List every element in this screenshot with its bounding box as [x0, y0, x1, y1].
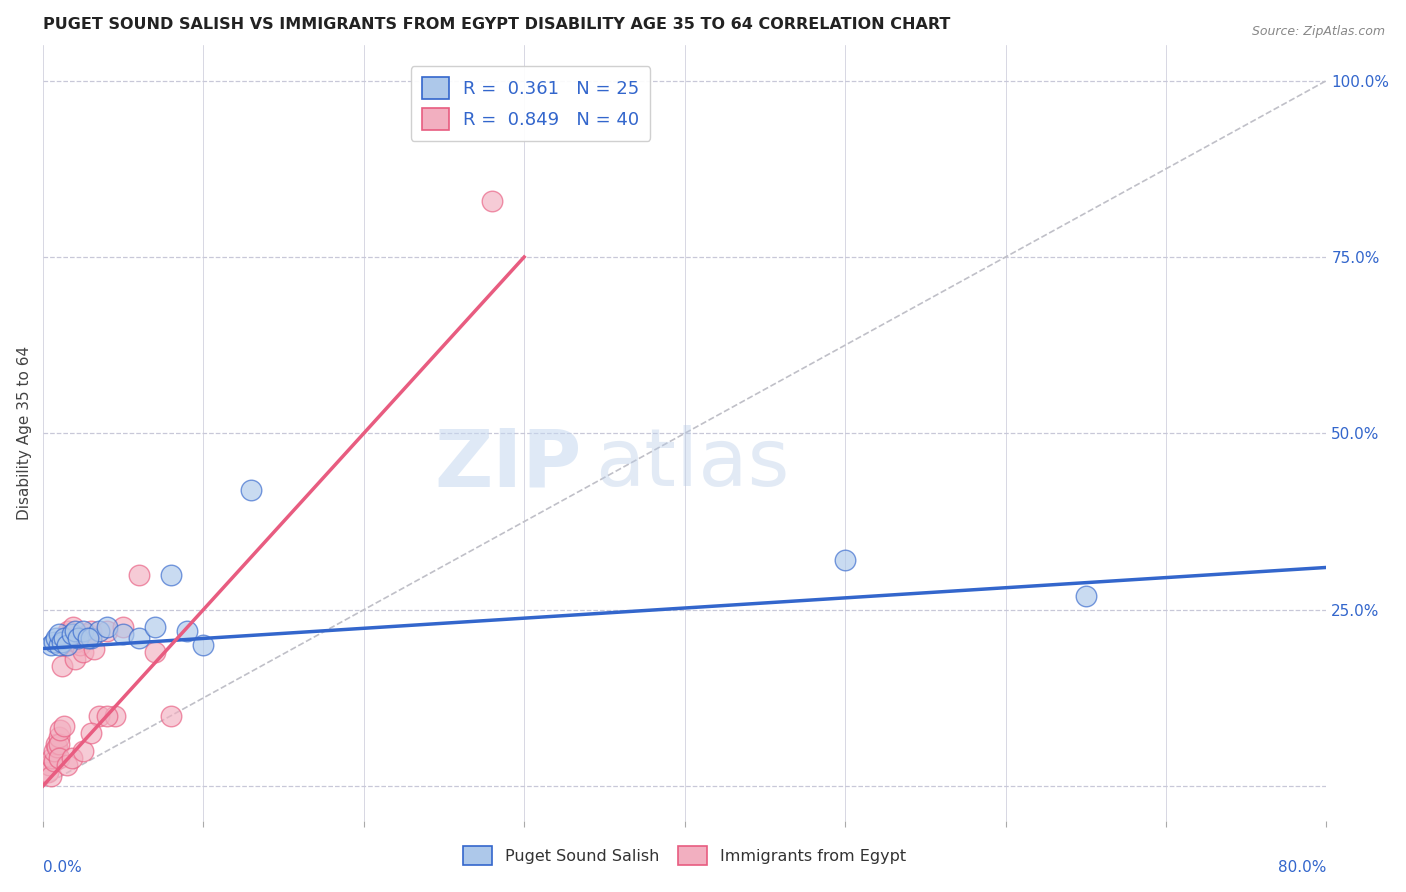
Point — [128, 631, 150, 645]
Point — [72, 645, 94, 659]
Point — [76, 631, 98, 645]
Point — [48, 730, 70, 744]
Point — [193, 638, 215, 652]
Point — [160, 567, 183, 582]
Point — [143, 645, 166, 659]
Text: 0.0%: 0.0% — [42, 860, 82, 875]
Point — [87, 708, 110, 723]
Point — [76, 627, 98, 641]
Point — [111, 627, 134, 641]
Point — [46, 740, 69, 755]
Legend: Puget Sound Salish, Immigrants from Egypt: Puget Sound Salish, Immigrants from Egyp… — [457, 839, 912, 871]
Point — [481, 194, 503, 208]
Point — [48, 627, 70, 641]
Point — [96, 620, 118, 634]
Point — [87, 624, 110, 638]
Point — [104, 708, 127, 723]
Point — [45, 631, 67, 645]
Point — [39, 768, 62, 782]
Point — [72, 624, 94, 638]
Text: 80.0%: 80.0% — [1278, 860, 1326, 875]
Point — [58, 624, 80, 638]
Point — [52, 631, 75, 645]
Text: PUGET SOUND SALISH VS IMMIGRANTS FROM EGYPT DISABILITY AGE 35 TO 64 CORRELATION : PUGET SOUND SALISH VS IMMIGRANTS FROM EG… — [42, 17, 950, 32]
Point — [53, 638, 76, 652]
Point — [48, 638, 70, 652]
Text: ZIP: ZIP — [434, 425, 582, 503]
Point — [48, 751, 70, 765]
Point — [143, 620, 166, 634]
Point — [42, 744, 65, 758]
Point — [42, 634, 65, 648]
Point — [42, 755, 65, 769]
Point — [38, 758, 60, 772]
Point — [176, 624, 198, 638]
Point — [83, 641, 105, 656]
Point — [96, 624, 118, 638]
Point — [1074, 589, 1097, 603]
Point — [128, 567, 150, 582]
Point — [41, 751, 63, 765]
Point — [72, 744, 94, 758]
Point — [52, 719, 75, 733]
Point — [56, 638, 79, 652]
Point — [69, 638, 91, 652]
Point — [60, 751, 83, 765]
Point — [65, 634, 87, 648]
Point — [160, 708, 183, 723]
Point — [60, 627, 83, 641]
Point — [80, 726, 103, 740]
Text: atlas: atlas — [595, 425, 789, 503]
Point — [63, 652, 86, 666]
Point — [37, 765, 59, 780]
Point — [45, 737, 67, 751]
Point — [51, 634, 73, 648]
Point — [80, 624, 103, 638]
Point — [62, 620, 84, 634]
Point — [51, 659, 73, 673]
Point — [67, 631, 90, 645]
Point — [56, 758, 79, 772]
Point — [63, 624, 86, 638]
Point — [49, 723, 72, 737]
Point — [240, 483, 263, 497]
Point — [96, 708, 118, 723]
Text: Source: ZipAtlas.com: Source: ZipAtlas.com — [1251, 25, 1385, 38]
Point — [48, 737, 70, 751]
Point — [67, 631, 90, 645]
Point — [80, 631, 103, 645]
Point — [56, 627, 79, 641]
Point — [60, 631, 83, 645]
Y-axis label: Disability Age 35 to 64: Disability Age 35 to 64 — [17, 346, 32, 520]
Point — [39, 638, 62, 652]
Point — [834, 553, 856, 567]
Point — [111, 620, 134, 634]
